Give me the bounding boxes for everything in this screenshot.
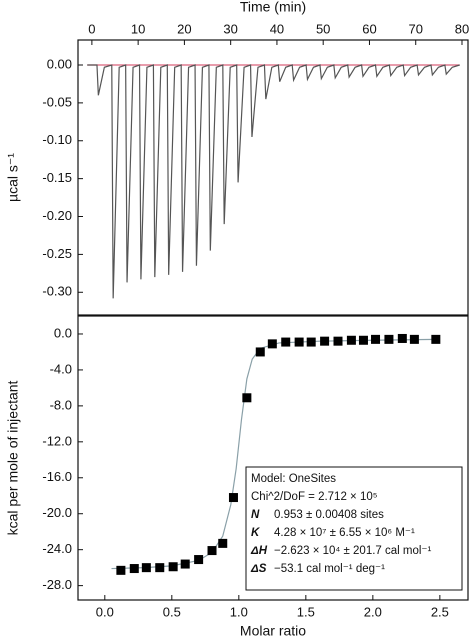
param-symbol: K (251, 527, 260, 539)
x-axis-title: Time (min) (240, 0, 306, 15)
x-tick-label: 1.5 (297, 604, 315, 619)
data-point (333, 336, 343, 346)
param-symbol: ΔH (250, 545, 268, 557)
data-point (194, 555, 204, 565)
data-point (320, 336, 330, 346)
y-tick-label: -0.10 (42, 132, 72, 147)
y-tick-label: -28.0 (42, 577, 72, 592)
y-tick-label: -4.0 (50, 361, 72, 376)
x-tick-label: 0.0 (96, 604, 114, 619)
x-tick-label: 40 (270, 21, 284, 36)
data-point (409, 334, 419, 344)
data-point (116, 565, 126, 575)
y-tick-label: -0.15 (42, 170, 72, 185)
x-tick-label: 30 (223, 21, 237, 36)
plot-frame (77, 315, 469, 601)
param-value: −2.623 × 10⁴ ± 201.7 cal mol⁻¹ (274, 545, 432, 557)
y-axis-title: kcal per mole of injectant (5, 380, 21, 535)
x-tick-label: 0.5 (163, 604, 181, 619)
param-value: −53.1 cal mol⁻¹ deg⁻¹ (274, 563, 385, 575)
annotation-line: Chi^2/DoF = 2.712 × 10⁵ (251, 491, 378, 503)
data-point (294, 337, 304, 347)
param-symbol: N (251, 509, 260, 521)
y-tick-label: -12.0 (42, 433, 72, 448)
y-tick-label: -0.30 (42, 284, 72, 299)
data-point (155, 563, 165, 573)
annotation-line: Model: OneSites (251, 473, 336, 485)
y-tick-label: -8.0 (50, 397, 72, 412)
data-point (431, 334, 441, 344)
data-point (384, 334, 394, 344)
data-point (267, 339, 277, 349)
x-tick-label: 2.5 (431, 604, 449, 619)
data-point (306, 337, 316, 347)
y-axis-title: µcal s⁻¹ (5, 153, 21, 202)
data-point (242, 393, 252, 403)
annotation-box (245, 466, 463, 591)
x-tick-label: 0 (88, 21, 95, 36)
param-symbol: ΔS (250, 563, 267, 575)
y-tick-label: -24.0 (42, 541, 72, 556)
data-point (141, 563, 151, 573)
x-tick-label: 50 (316, 21, 330, 36)
data-point (228, 493, 238, 503)
x-tick-label: 20 (177, 21, 191, 36)
y-tick-label: 0.00 (47, 56, 72, 71)
data-point (397, 333, 407, 343)
y-tick-label: 0.0 (54, 325, 72, 340)
data-point (255, 347, 265, 357)
x-axis-title: Molar ratio (240, 623, 306, 639)
data-point (168, 562, 178, 572)
data-point (281, 337, 291, 347)
plot-frame (77, 39, 469, 316)
x-tick-label: 80 (455, 21, 469, 36)
x-tick-label: 2.0 (364, 604, 382, 619)
x-tick-label: 70 (408, 21, 422, 36)
data-point (129, 564, 139, 574)
param-value: 4.28 × 10⁷ ± 6.55 × 10⁶ M⁻¹ (274, 527, 415, 539)
x-tick-label: 10 (131, 21, 145, 36)
data-point (346, 335, 356, 345)
param-value: 0.953 ± 0.00408 sites (274, 509, 384, 521)
x-tick-label: 60 (362, 21, 376, 36)
data-point (358, 335, 368, 345)
data-point (180, 559, 190, 569)
y-tick-label: -20.0 (42, 505, 72, 520)
y-tick-label: -0.25 (42, 246, 72, 261)
data-point (207, 546, 217, 556)
data-line (87, 64, 460, 299)
data-point (371, 334, 381, 344)
y-tick-label: -0.05 (42, 94, 72, 109)
x-tick-label: 1.0 (230, 604, 248, 619)
data-point (218, 538, 228, 548)
y-tick-label: -0.20 (42, 208, 72, 223)
y-tick-label: -16.0 (42, 469, 72, 484)
